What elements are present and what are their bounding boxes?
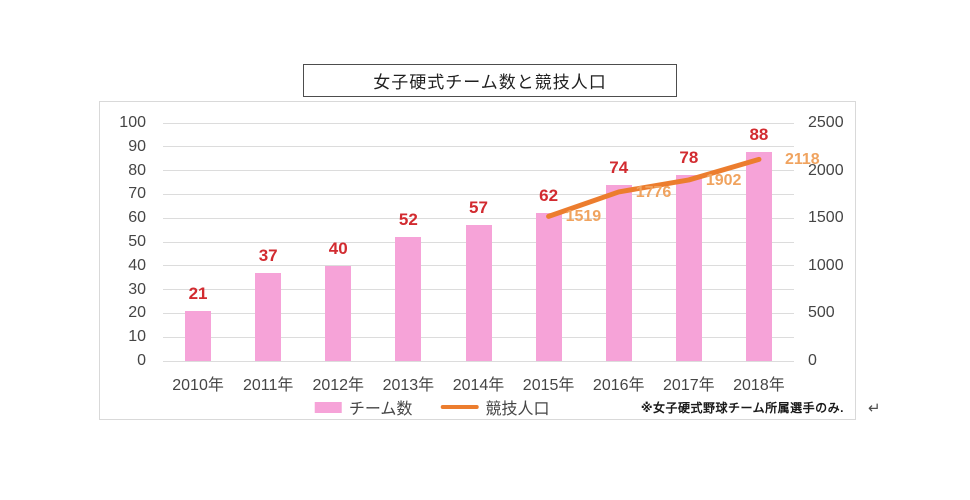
gridline (163, 146, 794, 148)
paragraph-mark-icon: ↵ (868, 400, 881, 417)
bar-value-label: 52 (398, 210, 418, 230)
legend-label-population: 競技人口 (485, 401, 550, 418)
gridline (163, 360, 794, 362)
chart-legend: チーム数 競技人口 (314, 395, 549, 419)
x-axis-tick-label: 2018年 (733, 377, 785, 394)
gridline (163, 217, 794, 219)
gridline (163, 122, 794, 124)
chart-title-box: 女子硬式チーム数と競技人口 (303, 64, 677, 97)
x-axis-tick-label: 2016年 (592, 377, 645, 394)
right-axis-tick-label: 2500 (808, 114, 844, 131)
bar-2017年 (675, 175, 702, 361)
chart-title: 女子硬式チーム数と競技人口 (373, 73, 607, 92)
left-axis-tick-label: 70 (128, 185, 146, 203)
left-axis-tick-label: 80 (128, 161, 146, 179)
x-axis-tick-label: 2011年 (242, 377, 294, 394)
bar-value-label: 78 (679, 148, 699, 168)
bar-value-label: 62 (539, 186, 559, 206)
left-axis-tick-label: 0 (137, 352, 146, 369)
left-axis-tick-label: 90 (128, 137, 146, 155)
x-axis-tick-label: 2014年 (452, 377, 505, 394)
bar-2013年 (395, 237, 422, 361)
bar-2016年 (605, 184, 632, 361)
x-axis-tick-label: 2015年 (522, 377, 575, 394)
right-axis-tick-label: 500 (808, 304, 835, 322)
line-value-label: 1519 (565, 208, 602, 226)
right-axis-tick-label: 2000 (808, 161, 844, 179)
gridline (163, 193, 794, 195)
bar-value-label: 40 (328, 238, 348, 258)
bar-2018年 (745, 151, 772, 361)
bar-value-label: 88 (749, 124, 769, 144)
x-axis-tick-label: 2012年 (312, 377, 365, 394)
bar-value-label: 57 (469, 198, 488, 218)
legend-item-population: 競技人口 (440, 395, 549, 419)
legend-item-teams: チーム数 (314, 395, 413, 419)
left-axis-tick-label: 50 (128, 233, 146, 250)
gridline (163, 170, 794, 172)
left-axis-tick-label: 10 (128, 328, 146, 346)
right-axis-tick-label: 1500 (808, 209, 844, 227)
line-series-swatch-icon (440, 405, 479, 409)
left-axis-tick-label: 40 (128, 256, 146, 274)
line-value-label: 2118 (784, 151, 820, 169)
x-axis-tick-label: 2013年 (382, 377, 435, 394)
footnote: ※女子硬式野球チーム所属選手のみ. (640, 401, 844, 415)
left-axis-tick-label: 30 (128, 280, 146, 298)
legend-label-teams: チーム数 (348, 401, 413, 418)
bar-2010年 (185, 311, 212, 361)
left-axis-tick-label: 100 (119, 114, 146, 131)
bar-value-label: 37 (258, 245, 278, 265)
right-axis-tick-label: 1000 (808, 256, 844, 274)
bar-value-label: 21 (188, 284, 208, 304)
bar-2015年 (535, 213, 562, 361)
bar-2012年 (325, 265, 352, 361)
chart-area: 0 10 20 30 40 50 60 70 80 90 100 0 500 1000 1500 2000 25… (99, 101, 856, 420)
line-value-label: 1902 (705, 171, 742, 189)
x-axis-tick-label: 2010年 (172, 377, 224, 394)
plot-area: 0 10 20 30 40 50 60 70 80 90 100 0 500 1000 1500 2000 25… (100, 102, 855, 419)
right-axis-tick-label: 0 (808, 352, 817, 369)
line-value-label: 1776 (635, 183, 672, 201)
left-axis-tick-label: 60 (128, 209, 146, 227)
bar-value-label: 74 (609, 157, 629, 177)
left-axis-tick-label: 20 (128, 304, 146, 322)
bar-2011年 (255, 272, 282, 361)
bar-2014年 (465, 225, 492, 361)
bar-series-swatch-icon (314, 401, 342, 413)
x-axis-tick-label: 2017年 (663, 377, 715, 394)
